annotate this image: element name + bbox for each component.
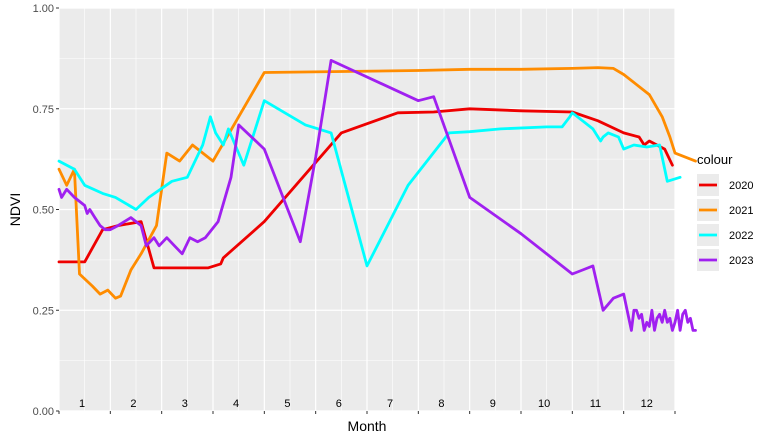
x-tick-label: 4 <box>233 398 239 410</box>
series-layer <box>57 59 697 332</box>
y-tick-label: 0.00 <box>33 406 54 418</box>
x-tick-label: 3 <box>182 398 188 410</box>
x-tick-label: 10 <box>538 398 550 410</box>
series-line-2022 <box>57 99 682 268</box>
y-axis-title: NDVI <box>7 193 23 226</box>
y-axis-ticks: 0.00 0.25 0.50 0.75 1.00 <box>33 3 59 418</box>
x-tick-label: 8 <box>438 398 444 410</box>
x-tick-label: 5 <box>284 398 290 410</box>
x-axis-title: Month <box>348 418 387 434</box>
x-tick-label: 9 <box>490 398 496 410</box>
y-tick-label: 1.00 <box>33 3 54 15</box>
legend-label-2022: 2022 <box>729 230 753 242</box>
series-line-2021 <box>57 66 697 300</box>
legend: colour 2020 2021 2022 2023 <box>697 152 753 271</box>
y-tick-label: 0.50 <box>33 205 54 217</box>
y-tick-label: 0.75 <box>33 104 54 116</box>
x-axis-ticks: 1 2 3 4 5 6 7 8 9 10 11 12 <box>58 398 676 414</box>
legend-label-2021: 2021 <box>729 205 753 217</box>
x-tick-label: 1 <box>79 398 85 410</box>
x-tick-label: 2 <box>130 398 136 410</box>
y-tick-label: 0.25 <box>33 305 54 317</box>
legend-label-2020: 2020 <box>729 180 753 192</box>
legend-title: colour <box>697 152 733 167</box>
series-line-2023 <box>57 59 697 332</box>
x-tick-label: 6 <box>336 398 342 410</box>
legend-label-2023: 2023 <box>729 255 753 267</box>
x-tick-label: 11 <box>590 398 601 410</box>
x-tick-label: 7 <box>387 398 393 410</box>
x-tick-label: 12 <box>641 398 653 410</box>
